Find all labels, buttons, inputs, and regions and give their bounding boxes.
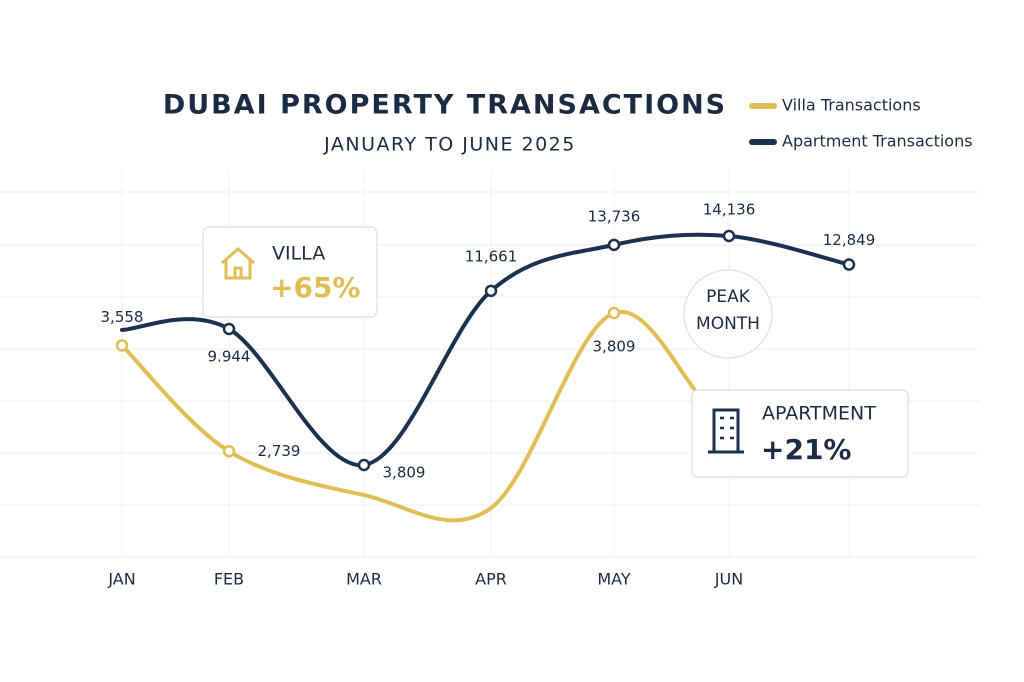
building-icon bbox=[708, 408, 744, 454]
grid bbox=[0, 170, 980, 558]
point-marker bbox=[722, 229, 736, 243]
villa-label: VILLA bbox=[272, 243, 325, 265]
x-tick-label: MAY bbox=[597, 570, 631, 589]
apartment-change: +21% bbox=[761, 433, 851, 466]
point-marker bbox=[484, 284, 498, 298]
x-tick-label: JAN bbox=[107, 570, 135, 589]
point-marker bbox=[607, 238, 621, 252]
value-label: 2,739 bbox=[258, 442, 301, 460]
value-label: 3,809 bbox=[383, 464, 426, 482]
villa-change: +65% bbox=[270, 271, 360, 304]
point-marker bbox=[222, 445, 236, 458]
peak-badge bbox=[683, 269, 773, 359]
legend: Villa Transactions Apartment Transactions bbox=[749, 96, 973, 151]
value-label: 13,736 bbox=[588, 207, 641, 225]
value-label: 12,849 bbox=[823, 231, 876, 249]
villa-callout bbox=[202, 226, 378, 318]
chart-subtitle: JANUARY TO JUNE 2025 bbox=[323, 134, 576, 156]
point-marker bbox=[115, 339, 129, 352]
value-label: 11,661 bbox=[465, 247, 518, 265]
legend-label: Apartment Transactions bbox=[782, 132, 973, 151]
apartment-callout bbox=[691, 389, 909, 478]
peak-text-box: PEAK MONTH bbox=[696, 287, 760, 334]
plot: JANFEBMARAPRMAYJUN3,5582,7393,8092,9859.… bbox=[101, 201, 876, 589]
peak-label: PEAK MONTH bbox=[696, 287, 760, 334]
point-marker bbox=[842, 258, 856, 271]
x-tick-label: APR bbox=[475, 570, 507, 589]
apartment-label: APARTMENT bbox=[762, 403, 876, 425]
value-label: 3,809 bbox=[593, 338, 636, 356]
value-label: 14,136 bbox=[703, 201, 756, 219]
x-tick-label: JUN bbox=[714, 570, 743, 589]
value-label: 3,558 bbox=[101, 308, 144, 326]
point-marker bbox=[222, 322, 236, 336]
value-label: 9.944 bbox=[208, 347, 251, 365]
chart-title: DUBAI PROPERTY TRANSACTIONS bbox=[163, 90, 727, 121]
legend-label: Villa Transactions bbox=[782, 96, 921, 115]
x-tick-label: FEB bbox=[214, 570, 244, 589]
x-tick-label: MAR bbox=[346, 570, 382, 589]
point-marker bbox=[607, 306, 621, 320]
point-marker bbox=[357, 458, 371, 472]
house-icon bbox=[221, 247, 255, 280]
